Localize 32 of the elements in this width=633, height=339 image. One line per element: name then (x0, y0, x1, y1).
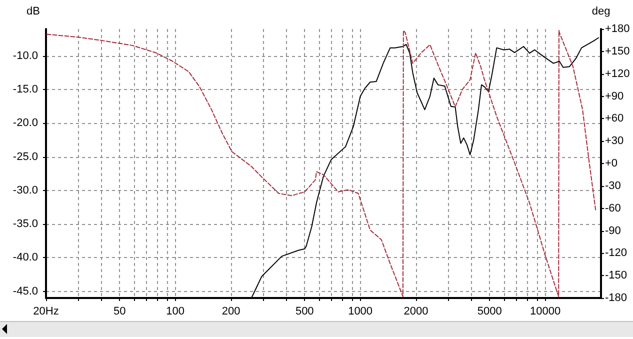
y-tick-label: -35.0 (12, 218, 38, 230)
y2-tick-label: +0 (605, 158, 618, 170)
x-tick-label: 50 (113, 306, 126, 318)
y-tick-label: -25.0 (12, 150, 38, 163)
y-tick-label: -45.0 (12, 285, 38, 298)
y2-tick-label: -30 (605, 180, 621, 192)
y2-tick-label: +60 (605, 112, 624, 125)
y-axis-title: dB (26, 6, 40, 18)
y2-tick-label: +30 (605, 135, 624, 148)
y-tick-label: -30.0 (12, 184, 38, 196)
x-tick-label: 20Hz (33, 306, 59, 318)
y2-tick-label: -90 (605, 224, 621, 237)
x-tick-label: 1000 (348, 306, 373, 318)
y2-tick-label: +120 (605, 68, 630, 80)
x-tick-label: 10000 (530, 306, 561, 318)
y2-tick-label: -120 (605, 247, 628, 260)
y2-tick-label: +150 (605, 45, 630, 58)
y2-tick-label: -150 (605, 270, 628, 282)
x-tick-label: 200 (222, 306, 240, 318)
x-tick-label: 500 (295, 306, 314, 318)
y2-tick-label: +180 (605, 23, 630, 35)
x-tick-label: 5000 (477, 306, 502, 318)
y-tick-label: -40.0 (12, 252, 38, 264)
y-tick-label: -20.0 (12, 117, 38, 130)
y2-tick-label: -60 (605, 202, 621, 214)
y2-tick-label: -180 (605, 292, 628, 304)
x-tick-label: 100 (166, 306, 184, 318)
x-tick-label: 2000 (404, 306, 428, 318)
y-tick-label: -10.0 (12, 50, 38, 62)
y2-axis-title: deg (592, 6, 610, 18)
y-tick-label: -15.0 (12, 84, 38, 96)
y2-tick-label: +90 (605, 90, 624, 102)
